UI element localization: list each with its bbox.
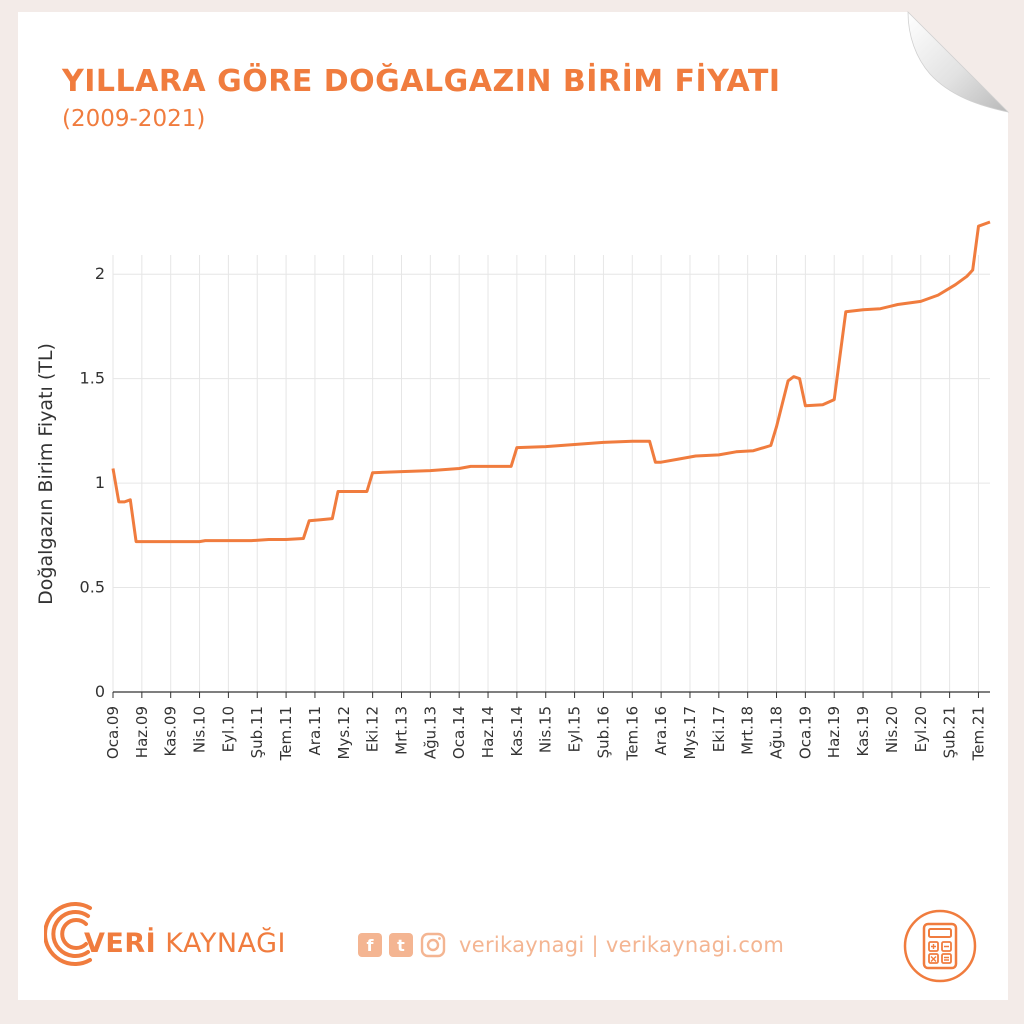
x-tick-label: Mrt.18 — [739, 706, 757, 755]
instagram-icon[interactable] — [420, 932, 446, 958]
x-tick-label: Eyl.10 — [219, 706, 237, 752]
x-tick-label: Mys.17 — [681, 706, 699, 760]
facebook-icon[interactable]: f — [358, 933, 382, 957]
x-tick-label: Kas.14 — [508, 706, 526, 756]
x-tick-label: Eyl.20 — [912, 706, 930, 752]
x-tick-label: Ağu.18 — [768, 706, 786, 759]
y-axis-label: Doğalgazın Birim Fiyatı (TL) — [35, 343, 57, 605]
x-tick-label: Nis.10 — [191, 706, 209, 753]
x-tick-label: Tem.16 — [623, 706, 641, 761]
y-tick-label: 0.5 — [80, 578, 105, 597]
twitter-icon[interactable]: t — [389, 933, 413, 957]
x-tick-label: Haz.09 — [133, 706, 151, 758]
y-tick-label: 1 — [95, 473, 105, 492]
brand-name-strong: VERİ — [84, 928, 157, 959]
x-tick-label: Şub.21 — [941, 706, 959, 758]
x-tick-label: Oca.14 — [450, 706, 468, 759]
calculator-icon — [903, 909, 977, 983]
x-tick-label: Eyl.15 — [566, 706, 584, 752]
x-tick-label: Nis.20 — [883, 706, 901, 753]
paper-card — [18, 12, 1008, 1000]
x-tick-label: Nis.15 — [537, 706, 555, 753]
x-tick-label: Ara.16 — [652, 706, 670, 755]
brand-name-light: KAYNAĞI — [165, 928, 286, 959]
y-tick-label: 2 — [95, 264, 105, 283]
x-tick-label: Mrt.13 — [392, 706, 410, 755]
x-tick-label: Tem.11 — [277, 706, 295, 761]
page-curl — [907, 11, 1010, 113]
x-tick-label: Kas.19 — [854, 706, 872, 756]
series-line — [111, 220, 991, 544]
x-tick-label: Eki.12 — [364, 706, 382, 752]
brand-name: VERİ KAYNAĞI — [84, 928, 286, 959]
x-tick-label: Haz.19 — [825, 706, 843, 758]
x-tick-label: Ara.11 — [306, 706, 324, 755]
brand-logo-arcs — [44, 902, 92, 966]
x-tick-label: Haz.14 — [479, 706, 497, 758]
x-tick-label: Ağu.13 — [421, 706, 439, 759]
chart-title: YILLARA GÖRE DOĞALGAZIN BİRİM FİYATI — [62, 64, 781, 99]
social-handle: verikaynagi | verikaynagi.com — [459, 933, 785, 957]
chart-subtitle: (2009-2021) — [62, 106, 206, 132]
x-tick-label: Şub.11 — [248, 706, 266, 758]
social-links: f t verikaynagi | verikaynagi.com — [358, 932, 784, 958]
x-tick-label: Oca.09 — [104, 706, 122, 759]
y-tick-label: 0 — [95, 682, 105, 701]
x-tick-label: Şub.16 — [594, 706, 612, 758]
x-tick-label: Mys.12 — [335, 706, 353, 760]
x-tick-label: Eki.17 — [710, 706, 728, 752]
x-tick-label: Oca.19 — [796, 706, 814, 759]
x-tick-label: Tem.21 — [969, 706, 987, 761]
x-tick-label: Kas.09 — [162, 706, 180, 756]
y-tick-label: 1.5 — [80, 369, 105, 388]
